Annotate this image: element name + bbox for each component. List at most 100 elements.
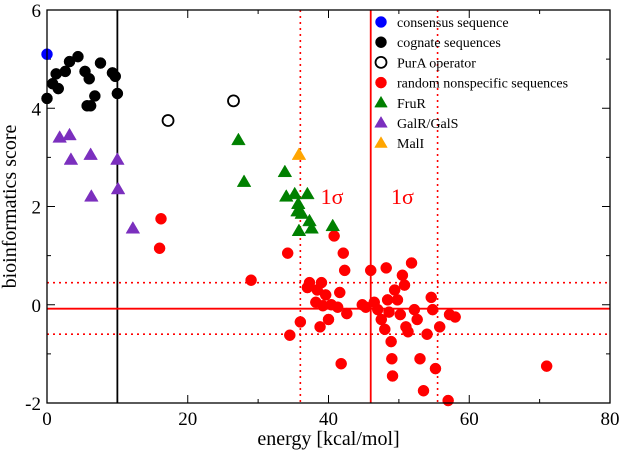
data-point-random-nonspecific-sequences	[421, 328, 433, 340]
data-point-random-nonspecific-sequences	[394, 308, 407, 321]
data-point-random-nonspecific-sequences	[442, 394, 454, 407]
y-tick-label: -2	[25, 394, 41, 415]
data-point-mali	[291, 147, 307, 160]
data-point-random-nonspecific-sequences	[337, 247, 350, 259]
legend-label: PurA operator	[397, 56, 476, 71]
data-point-random-nonspecific-sequences	[396, 269, 409, 282]
data-point-random-nonspecific-sequences	[245, 274, 257, 286]
data-point-random-nonspecific-sequences	[335, 357, 347, 370]
data-point-random-nonspecific-sequences	[314, 321, 326, 333]
data-point-random-nonspecific-sequences	[402, 326, 414, 338]
data-point-frur	[300, 186, 315, 200]
data-point-cognate-sequences	[111, 87, 124, 100]
legend: consensus sequence cognate sequences PurA …	[374, 16, 568, 152]
data-point-pura-operator	[227, 94, 240, 108]
data-point-frur	[287, 186, 302, 200]
legend-label: MalI	[397, 137, 425, 152]
data-point-frur	[304, 221, 319, 234]
data-point-galr-gals	[110, 181, 126, 195]
data-point-galr-gals	[63, 152, 79, 165]
data-point-random-nonspecific-sequences	[429, 362, 442, 375]
data-point-cognate-sequences	[52, 82, 65, 95]
data-point-random-nonspecific-sequences	[398, 279, 411, 291]
data-point-random-nonspecific-sequences	[379, 323, 391, 336]
data-point-frur	[291, 223, 307, 236]
data-point-frur	[325, 218, 340, 232]
data-point-frur	[236, 174, 252, 187]
legend-marker	[374, 56, 388, 69]
legend-label: random nonspecific sequences	[397, 77, 568, 92]
data-points	[41, 48, 553, 407]
data-point-random-nonspecific-sequences	[449, 311, 461, 323]
data-point-frur	[231, 132, 246, 146]
data-point-random-nonspecific-sequences	[341, 307, 353, 320]
legend-label: consensus sequence	[397, 16, 509, 31]
legend-marker	[375, 76, 387, 89]
legend-marker	[374, 136, 388, 148]
data-point-random-nonspecific-sequences	[408, 303, 421, 316]
data-point-galr-gals	[83, 147, 98, 160]
legend-label: GalR/GalS	[397, 117, 458, 132]
data-point-random-nonspecific-sequences	[294, 316, 307, 328]
data-point-cognate-sequences	[84, 100, 97, 112]
x-tick-label: 20	[178, 409, 197, 430]
data-point-random-nonspecific-sequences	[417, 384, 430, 397]
data-point-random-nonspecific-sequences	[331, 301, 344, 313]
x-tick-label: 40	[319, 409, 338, 430]
data-point-random-nonspecific-sequences	[281, 247, 294, 259]
data-point-cognate-sequences	[109, 70, 122, 83]
data-point-frur	[294, 206, 310, 219]
data-point-cognate-sequences	[72, 50, 84, 63]
data-point-pura-operator	[161, 114, 175, 127]
data-point-random-nonspecific-sequences	[383, 306, 395, 318]
data-point-random-nonspecific-sequences	[338, 264, 351, 277]
legend-marker	[374, 116, 388, 128]
data-point-random-nonspecific-sequences	[414, 353, 426, 365]
data-point-galr-gals	[125, 221, 141, 234]
data-point-random-nonspecific-sequences	[303, 276, 316, 289]
legend-label: FruR	[397, 97, 426, 112]
data-point-galr-gals	[110, 152, 125, 165]
data-point-random-nonspecific-sequences	[433, 321, 446, 333]
data-point-random-nonspecific-sequences	[153, 242, 166, 255]
data-point-random-nonspecific-sequences	[372, 303, 384, 316]
legend-marker	[375, 36, 387, 48]
sigma-annotations: 1σ 1σ	[321, 184, 414, 209]
data-point-random-nonspecific-sequences	[364, 264, 377, 277]
data-point-cognate-sequences	[94, 57, 107, 69]
data-point-random-nonspecific-sequences	[540, 360, 553, 372]
sigma-annotation: 1σ	[321, 184, 344, 209]
x-tick-label: 80	[601, 409, 620, 430]
data-point-galr-gals	[84, 189, 99, 202]
data-point-random-nonspecific-sequences	[391, 294, 404, 306]
data-point-random-nonspecific-sequences	[386, 353, 398, 365]
y-axis-label: bioinformatics score	[0, 124, 21, 288]
legend-marker	[375, 16, 387, 28]
data-point-random-nonspecific-sequences	[334, 286, 346, 299]
x-tick-label: 0	[42, 409, 52, 430]
data-point-random-nonspecific-sequences	[425, 291, 437, 304]
data-point-random-nonspecific-sequences	[322, 313, 335, 326]
data-point-random-nonspecific-sequences	[315, 276, 328, 289]
data-point-random-nonspecific-sequences	[284, 329, 296, 341]
data-point-cognate-sequences	[83, 73, 95, 85]
sigma-annotation: 1σ	[391, 184, 414, 209]
y-tick-label: 4	[32, 99, 42, 120]
data-point-random-nonspecific-sequences	[155, 213, 167, 225]
data-point-random-nonspecific-sequences	[319, 289, 332, 301]
plot-frame	[46, 9, 611, 404]
data-point-cognate-sequences	[59, 65, 72, 78]
data-point-cognate-sequences	[89, 90, 101, 102]
legend-label: cognate sequences	[397, 36, 501, 51]
data-point-random-nonspecific-sequences	[426, 303, 439, 316]
data-point-random-nonspecific-sequences	[381, 294, 394, 306]
legend-marker	[374, 95, 388, 108]
data-point-random-nonspecific-sequences	[385, 335, 397, 348]
y-tick-label: 2	[32, 198, 42, 219]
x-tick-label: 60	[460, 409, 479, 430]
data-point-random-nonspecific-sequences	[328, 230, 340, 242]
y-tick-label: 6	[32, 1, 42, 22]
data-point-random-nonspecific-sequences	[388, 284, 401, 296]
